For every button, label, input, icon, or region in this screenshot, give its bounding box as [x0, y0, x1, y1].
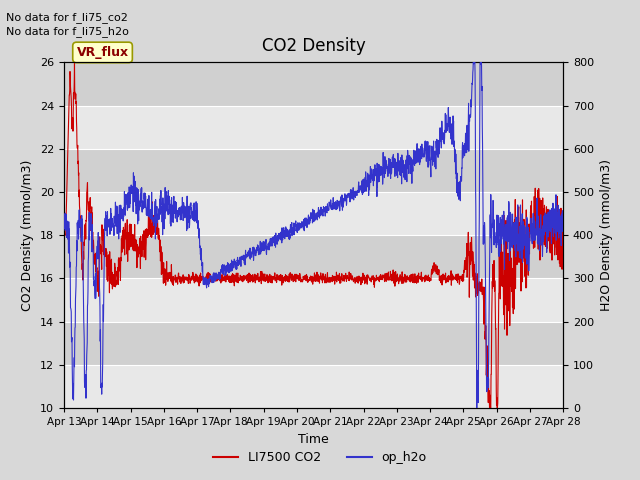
Y-axis label: H2O Density (mmol/m3): H2O Density (mmol/m3) — [600, 159, 612, 311]
Bar — [64, 235, 563, 278]
Bar — [64, 278, 563, 322]
Bar — [64, 365, 563, 408]
Bar — [64, 62, 563, 106]
Text: No data for f_li75_co2: No data for f_li75_co2 — [6, 12, 128, 23]
Bar — [64, 106, 563, 149]
Bar — [64, 149, 563, 192]
X-axis label: Time: Time — [298, 432, 329, 445]
Bar — [64, 322, 563, 365]
Bar — [64, 192, 563, 235]
Y-axis label: CO2 Density (mmol/m3): CO2 Density (mmol/m3) — [22, 159, 35, 311]
Text: VR_flux: VR_flux — [77, 46, 129, 59]
Legend: LI7500 CO2, op_h2o: LI7500 CO2, op_h2o — [209, 446, 431, 469]
Title: CO2 Density: CO2 Density — [262, 37, 365, 55]
Text: No data for f_li75_h2o: No data for f_li75_h2o — [6, 26, 129, 37]
